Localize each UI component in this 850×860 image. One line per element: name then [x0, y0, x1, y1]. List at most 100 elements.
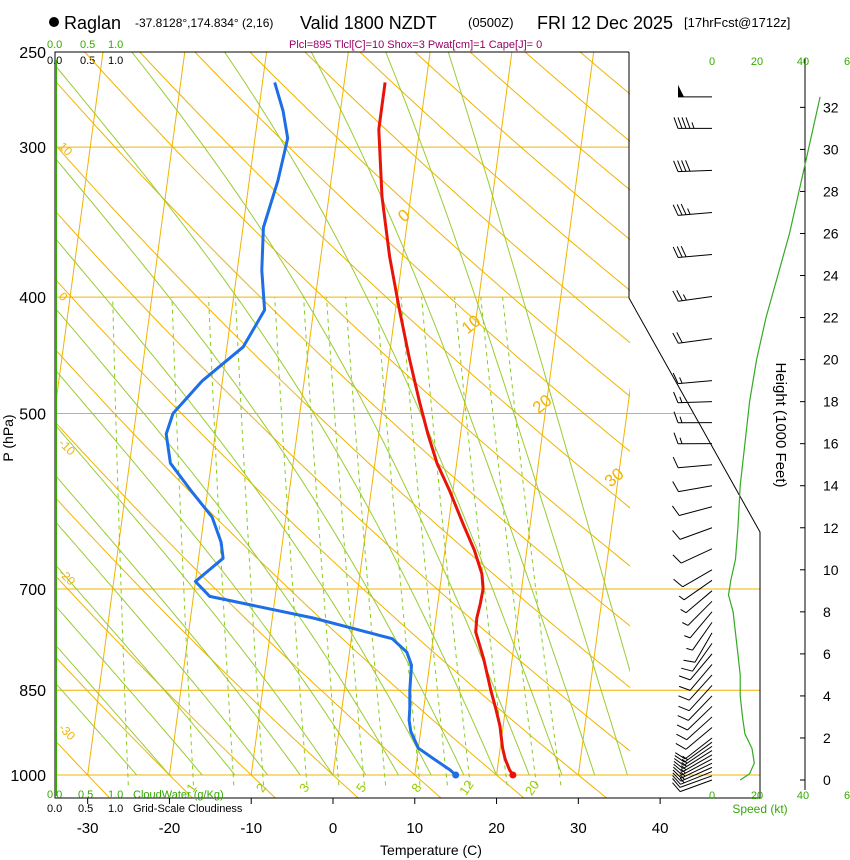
- dry-adiabat: [249, 52, 630, 398]
- isotherm-label-right: 10: [458, 311, 485, 338]
- wind-barb: [683, 632, 713, 663]
- wind-barb-shaft: [678, 464, 713, 469]
- height-tick-label: 6: [823, 646, 831, 662]
- wind-barb: [675, 727, 713, 750]
- mixing-ratio-line: [400, 297, 448, 786]
- wind-barb-half-feather: [680, 765, 687, 771]
- wind-barb-half-feather: [691, 122, 695, 129]
- wind-barb-feather: [672, 204, 679, 216]
- dry-adiabat: [610, 31, 850, 801]
- temperature-line: [377, 82, 515, 776]
- wind-barb-shaft: [689, 664, 713, 691]
- pressure-tick-label: 500: [19, 407, 46, 424]
- moist-adiabat: [55, 563, 236, 776]
- isotherm--30: [87, 52, 186, 776]
- dry-adiabats: [55, 31, 850, 801]
- isotherm-30: [577, 386, 630, 776]
- height-tick-label: 24: [823, 268, 839, 284]
- x-tick-label: 10: [406, 820, 423, 837]
- isotherm--50: [0, 52, 21, 775]
- wind-barb: [673, 411, 713, 424]
- wind-barb: [672, 775, 713, 788]
- wind-barb-half-feather: [682, 755, 688, 761]
- moist-adiabat: [55, 157, 465, 776]
- wind-barb: [672, 290, 713, 302]
- wind-barb-feather: [673, 763, 683, 773]
- moist-adiabat: [224, 52, 563, 776]
- wind-barb: [678, 674, 713, 701]
- wind-barb-shaft: [679, 527, 713, 540]
- wind-barb: [672, 245, 713, 258]
- wind-barb-feather: [674, 755, 685, 763]
- wind-barb-shaft: [678, 485, 713, 493]
- wind-barb-half-feather: [681, 758, 688, 764]
- wind-barb-feather: [672, 778, 681, 788]
- mixing-ratio-line: [376, 297, 421, 786]
- forecast-info: [17hrFcst@1712z]: [684, 15, 790, 30]
- wind-barb: [672, 548, 713, 564]
- wind-speed-tick-top: 40: [797, 56, 809, 68]
- dry-adiabat: [55, 421, 442, 798]
- isotherm--40: [55, 52, 104, 414]
- wind-barb-feather: [673, 391, 679, 403]
- zulu-time: (0500Z): [468, 15, 514, 30]
- x-tick-label: -10: [240, 820, 262, 837]
- moist-adiabat: [385, 52, 628, 776]
- wind-barbs: [671, 84, 713, 793]
- wind-barb: [677, 84, 713, 98]
- isotherm-50: [742, 52, 839, 775]
- y-axis-label: P (hPa): [0, 414, 16, 461]
- cloudiness-scale-bottom-2: 1.0: [108, 803, 123, 815]
- dry-adiabat: [55, 574, 277, 798]
- wind-barb-shaft: [679, 775, 713, 788]
- location-coords: -37.8128°,174.834° (2,16): [135, 16, 273, 30]
- wind-barb-shaft: [682, 569, 713, 588]
- cloudwater-label: CloudWater (g/Kg): [133, 789, 224, 801]
- cloudwater-scale-bottom-0: 0.0: [47, 789, 62, 801]
- moist-adiabat: [55, 681, 138, 776]
- wind-barb-feather: [672, 290, 679, 302]
- wind-barb-feather: [678, 695, 690, 701]
- moist-adiabat: [55, 64, 498, 776]
- wind-barb: [678, 685, 713, 712]
- wind-barb-half-feather: [679, 416, 683, 423]
- wind-barb-feather: [681, 117, 687, 129]
- wind-speed-tick-bottom: 40: [797, 790, 809, 802]
- wind-barb-shaft: [677, 169, 713, 173]
- wind-barb-feather: [678, 675, 691, 681]
- height-tick-label: 28: [823, 183, 839, 199]
- wind-barb-feather: [673, 432, 679, 444]
- x-axis: -30 -20 -10 0 10 20 30 40: [77, 798, 668, 837]
- wind-barb-feather: [676, 724, 688, 731]
- wind-speed-tick-top: 20: [751, 56, 763, 68]
- wind-barb-feather: [675, 752, 686, 760]
- wind-barb-half-feather: [679, 396, 683, 403]
- mixing-ratio-label: 5: [353, 780, 369, 795]
- wind-barb-shaft: [689, 653, 713, 681]
- wind-barb-feather: [676, 733, 687, 741]
- wind-barb-feather: [673, 160, 679, 172]
- wind-barb: [673, 750, 713, 770]
- mixing-ratio-label: 12: [456, 777, 477, 797]
- isotherm--20: [168, 52, 268, 776]
- dry-adiabat: [304, 52, 630, 344]
- mixing-ratio-line: [326, 297, 365, 786]
- mixing-ratio-line: [480, 297, 537, 786]
- moist-adiabat: [55, 474, 301, 776]
- x-tick-label: 0: [329, 820, 337, 837]
- cloudiness-scale-top-1: 0.5: [80, 55, 95, 67]
- wind-barb-feather: [676, 290, 683, 301]
- wind-barb-feather: [680, 245, 687, 258]
- location-marker-icon: [49, 17, 59, 27]
- wind-barb-shaft: [683, 745, 713, 766]
- mixing-ratio-line: [502, 297, 562, 786]
- valid-date: FRI 12 Dec 2025: [537, 13, 673, 33]
- wind-barb-feather: [676, 246, 683, 258]
- wind-barb-flag: [678, 84, 684, 97]
- wind-barb: [671, 505, 713, 516]
- wind-barb-shaft: [692, 643, 713, 672]
- wind-barb-half-feather: [684, 635, 691, 639]
- height-tick-label: 26: [823, 225, 839, 241]
- wind-barb: [673, 432, 713, 445]
